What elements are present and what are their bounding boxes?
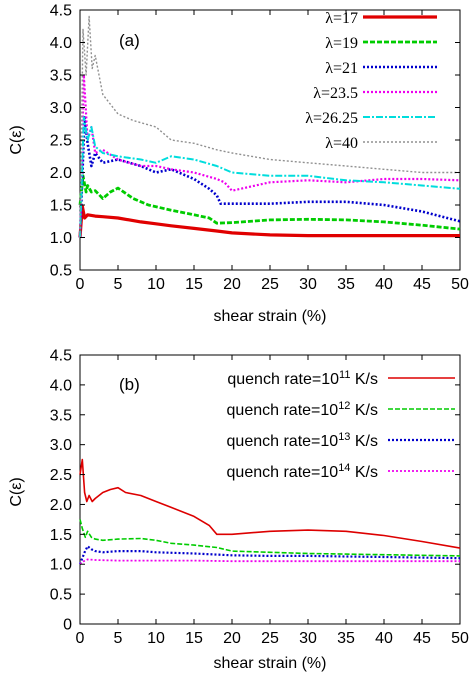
series-line-6: [79, 15, 460, 238]
y-tick-label: 2.0: [50, 497, 72, 514]
y-tick-label: 0.5: [50, 587, 72, 604]
x-tick-label: 15: [185, 276, 203, 293]
panel-label-a: (a): [119, 31, 140, 50]
y-tick-label: 2.0: [50, 165, 72, 182]
y-tick-label: 2.5: [50, 467, 72, 484]
y-tick-label: 4.5: [50, 348, 72, 365]
legend-label-1: λ=17: [325, 10, 358, 27]
x-tick-label: 10: [147, 630, 165, 647]
legend-label-4: λ=23.5: [313, 85, 358, 102]
y-tick-label: 3.0: [50, 100, 72, 117]
x-tick-label: 30: [299, 276, 317, 293]
x-tick-label: 5: [114, 630, 123, 647]
chart-panel-a: 0 5 10 15 20 25 30 35 40 45 50 0.5 1.0 1.5 2.0 2.5 3.0 3.…: [8, 3, 469, 326]
series-line-2: [78, 174, 461, 231]
series-line-4: [79, 558, 460, 565]
series-line-3: [78, 116, 461, 238]
x-tick-label: 50: [451, 630, 469, 647]
y-tick-label: 3.0: [50, 437, 72, 454]
x-tick-label: 15: [185, 630, 203, 647]
legend-label-3: quench rate=1013 K/s: [227, 431, 378, 450]
y-tick-label: 0.5: [50, 263, 72, 280]
chart-panel-b: 0 5 10 15 20 25 30 35 40 45 50 0 0.5 1.0 1.5 2.0 2.5 3.0 3…: [8, 348, 469, 673]
y-tick-label: 3.5: [50, 68, 72, 85]
legend-label-3: λ=21: [325, 60, 358, 77]
x-tick-label: 30: [299, 630, 317, 647]
x-axis-label-a: shear strain (%): [214, 308, 327, 325]
x-tick-label: 35: [337, 276, 355, 293]
plot-frame-b: [79, 354, 461, 625]
y-axis-label-b: C(ε): [8, 477, 25, 506]
x-tick-label: 25: [261, 276, 279, 293]
y-tick-label: 4.5: [50, 3, 72, 20]
series-group-a: [78, 15, 461, 238]
series-line-4: [78, 73, 461, 238]
legend-b: quench rate=1011 K/s quench rate=1012 K/s…: [227, 369, 455, 481]
y-tick-label: 1.0: [50, 557, 72, 574]
y-tick-label: 0: [63, 617, 72, 634]
legend-label-5: λ=26.25: [305, 110, 358, 127]
series-line-3: [78, 545, 461, 565]
series-line-5: [79, 116, 461, 238]
x-tick-label: 20: [223, 630, 241, 647]
panel-label-b: (b): [119, 375, 140, 394]
legend-label-4: quench rate=1014 K/s: [227, 462, 378, 481]
series-line-1: [78, 204, 460, 238]
legend-label-2: quench rate=1012 K/s: [227, 400, 378, 419]
x-tick-label: 40: [375, 276, 393, 293]
y-tick-label: 4.0: [50, 35, 72, 52]
x-tick-label: 25: [261, 630, 279, 647]
x-tick-label: 40: [375, 630, 393, 647]
axis-ticks-a: 0 5 10 15 20 25 30 35 40 45 50 0.5 1.0 1.5 2.0 2.5 3.0 3.…: [50, 3, 469, 294]
legend-a: λ=17 λ=19 λ=21 λ=23.5 λ=26.25 λ=40: [305, 10, 437, 152]
legend-label-2: λ=19: [325, 35, 358, 52]
series-line-1: [79, 458, 461, 549]
y-tick-label: 4.0: [50, 377, 72, 394]
y-tick-label: 1.5: [50, 527, 72, 544]
x-tick-label: 0: [76, 630, 85, 647]
y-tick-label: 3.5: [50, 407, 72, 424]
axis-ticks-b: 0 5 10 15 20 25 30 35 40 45 50 0 0.5 1.0 1.5 2.0 2.5 3.0 3…: [50, 348, 469, 648]
y-tick-label: 1.5: [50, 198, 72, 215]
y-axis-label-a: C(ε): [8, 125, 25, 154]
series-group-b: [78, 458, 461, 565]
y-tick-label: 1.0: [50, 230, 72, 247]
series-line-2: [79, 519, 461, 557]
x-tick-label: 45: [413, 276, 431, 293]
legend-label-1: quench rate=1011 K/s: [227, 369, 378, 388]
x-tick-label: 45: [413, 630, 431, 647]
x-tick-label: 5: [114, 276, 123, 293]
x-tick-label: 0: [76, 276, 85, 293]
x-tick-label: 50: [451, 276, 469, 293]
legend-label-6: λ=40: [325, 135, 358, 152]
y-tick-label: 2.5: [50, 133, 72, 150]
x-axis-label-b: shear strain (%): [214, 655, 327, 672]
x-tick-label: 35: [337, 630, 355, 647]
x-tick-label: 20: [223, 276, 241, 293]
x-tick-label: 10: [147, 276, 165, 293]
